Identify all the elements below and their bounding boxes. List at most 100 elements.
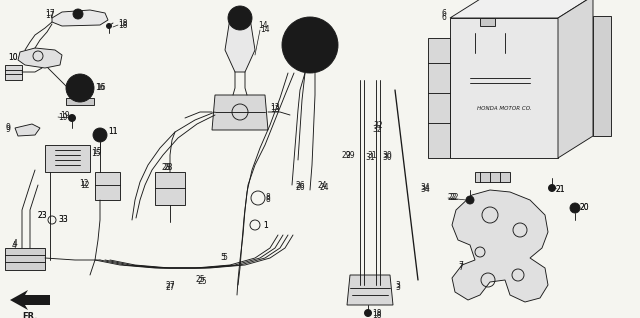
Polygon shape	[347, 275, 393, 305]
Polygon shape	[475, 172, 510, 182]
Text: 27: 27	[165, 280, 175, 289]
Text: 29: 29	[342, 150, 351, 160]
Text: 4: 4	[12, 240, 17, 250]
Text: 3: 3	[395, 280, 400, 289]
Text: 3: 3	[395, 282, 400, 292]
Text: 2: 2	[328, 47, 333, 57]
Text: 8: 8	[265, 196, 269, 204]
Circle shape	[93, 128, 107, 142]
Text: 28: 28	[163, 163, 173, 172]
Text: 30: 30	[382, 150, 392, 160]
Text: 16: 16	[96, 84, 106, 93]
Text: HONDA MOTOR CO.: HONDA MOTOR CO.	[477, 106, 531, 110]
Text: 14: 14	[260, 25, 269, 34]
Text: 20: 20	[580, 204, 589, 212]
Text: 9: 9	[5, 126, 10, 135]
Text: 11: 11	[108, 128, 118, 136]
Circle shape	[287, 43, 292, 47]
Polygon shape	[450, 18, 558, 158]
Polygon shape	[480, 18, 495, 26]
Text: 13: 13	[270, 103, 280, 113]
Circle shape	[570, 203, 580, 213]
Text: 16: 16	[95, 84, 104, 93]
Polygon shape	[18, 48, 62, 68]
Text: 24: 24	[320, 183, 330, 192]
Polygon shape	[95, 172, 120, 200]
Text: 26: 26	[295, 183, 305, 192]
Text: 18: 18	[118, 18, 127, 27]
Circle shape	[298, 60, 303, 65]
Text: 10: 10	[8, 52, 18, 61]
Text: 31: 31	[365, 154, 374, 162]
Text: 19: 19	[60, 110, 70, 120]
Polygon shape	[5, 65, 22, 80]
Circle shape	[365, 309, 371, 316]
Text: 6: 6	[442, 9, 447, 17]
Text: 18: 18	[372, 308, 381, 317]
Text: 26: 26	[295, 181, 305, 190]
Circle shape	[282, 17, 338, 73]
Polygon shape	[452, 190, 548, 302]
Text: 12: 12	[79, 178, 88, 188]
Text: 32: 32	[372, 126, 381, 135]
Circle shape	[66, 74, 94, 102]
Text: 18: 18	[118, 20, 127, 30]
Circle shape	[73, 9, 83, 19]
Text: 4: 4	[13, 239, 18, 248]
Circle shape	[298, 25, 303, 30]
Text: 10: 10	[8, 52, 18, 61]
Circle shape	[68, 114, 76, 121]
Text: 9: 9	[5, 123, 10, 133]
Circle shape	[317, 60, 323, 65]
Text: FR.: FR.	[22, 312, 38, 318]
Text: 7: 7	[458, 262, 463, 272]
Text: 21: 21	[556, 185, 566, 195]
Polygon shape	[450, 0, 593, 18]
Polygon shape	[155, 172, 185, 205]
Text: 8: 8	[265, 193, 269, 203]
Circle shape	[548, 184, 556, 191]
Text: 17: 17	[45, 10, 54, 18]
Polygon shape	[212, 95, 268, 130]
Polygon shape	[428, 38, 450, 158]
Circle shape	[228, 6, 252, 30]
Text: 21: 21	[556, 185, 566, 195]
Circle shape	[466, 196, 474, 204]
Text: 12: 12	[80, 181, 90, 190]
Polygon shape	[593, 16, 611, 136]
Text: 33: 33	[58, 216, 68, 225]
Text: 23: 23	[38, 211, 47, 219]
Polygon shape	[45, 145, 90, 172]
Text: 17: 17	[45, 10, 54, 19]
Circle shape	[106, 24, 111, 29]
Text: 33: 33	[58, 216, 68, 225]
Polygon shape	[15, 124, 40, 136]
Polygon shape	[66, 98, 94, 105]
Polygon shape	[225, 18, 255, 72]
Text: 28: 28	[162, 163, 172, 172]
Text: 32: 32	[373, 121, 383, 129]
Text: 5: 5	[220, 253, 225, 262]
Text: 1: 1	[263, 220, 268, 230]
Circle shape	[288, 23, 332, 67]
Text: 30: 30	[382, 154, 392, 162]
Text: 15: 15	[91, 149, 100, 157]
Polygon shape	[10, 290, 50, 310]
Text: 22: 22	[450, 193, 460, 203]
Text: 11: 11	[108, 128, 118, 136]
Text: 14: 14	[258, 20, 268, 30]
Text: 24: 24	[318, 181, 328, 190]
Text: 15: 15	[92, 148, 102, 156]
Polygon shape	[5, 248, 45, 270]
Text: 22: 22	[448, 193, 458, 203]
Text: 25: 25	[195, 275, 205, 285]
Text: 31: 31	[367, 150, 376, 160]
Text: 25: 25	[198, 278, 207, 287]
Polygon shape	[558, 0, 593, 158]
Text: 18: 18	[372, 310, 381, 318]
Text: 7: 7	[458, 260, 463, 269]
Text: 5: 5	[222, 253, 227, 262]
Text: 1: 1	[263, 220, 268, 230]
Text: 34: 34	[420, 185, 429, 195]
Polygon shape	[52, 10, 108, 26]
